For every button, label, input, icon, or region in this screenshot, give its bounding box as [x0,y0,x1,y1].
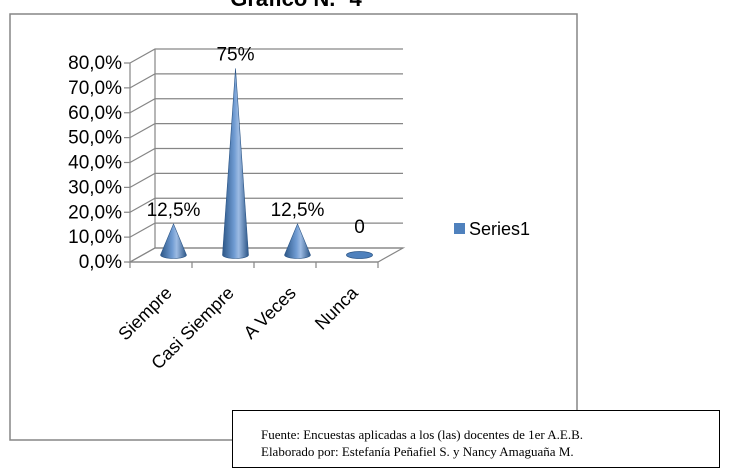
gridline [129,48,403,64]
author-line: Elaborado por: Estefanía Peñafiel S. y N… [261,444,574,459]
legend-label: Series1 [469,219,530,239]
chart-area-frame [9,13,578,441]
source-line: Fuente: Encuestas aplicadas a los (las) … [261,427,584,442]
data-label: 12,5% [271,200,325,221]
y-tick-label: 30,0% [68,177,122,198]
y-tick-label: 70,0% [68,78,122,99]
y-tick-label: 50,0% [68,128,122,149]
y-axis: 0,0% 10,0% 20,0% 30,0% 40,0% 50,0% 60,0% 70,0% 8… [68,53,130,273]
cone-bar [160,223,187,259]
gridline [129,98,403,114]
y-tick-label: 60,0% [68,103,122,124]
cones [160,68,373,259]
source-note: Fuente: Encuestas aplicadas a los (las) … [232,410,720,468]
cone-bar [284,223,311,259]
gridline [129,73,403,89]
gridline [129,247,403,263]
data-labels: 12,5% 75% 12,5% 0 [147,44,365,238]
gridline [129,172,403,188]
y-tick-label: 40,0% [68,153,122,174]
cone-bar [222,68,249,259]
legend: Series1 [454,219,530,239]
gridline [129,222,403,238]
y-tick-label: 10,0% [68,227,122,248]
cone-bar [346,251,373,259]
data-label: 12,5% [147,200,201,221]
data-label: 0 [354,217,365,238]
legend-swatch [454,223,465,234]
y-tick-label: 0,0% [79,252,122,273]
gridline [129,197,403,213]
gridline [129,147,403,164]
y-tick-label: 20,0% [68,202,122,223]
y-tick-label: 80,0% [68,53,122,74]
chart-title: Gráfico N.º 4 [230,0,362,11]
data-label: 75% [216,44,254,65]
gridline [129,123,403,139]
gridlines [129,48,403,263]
